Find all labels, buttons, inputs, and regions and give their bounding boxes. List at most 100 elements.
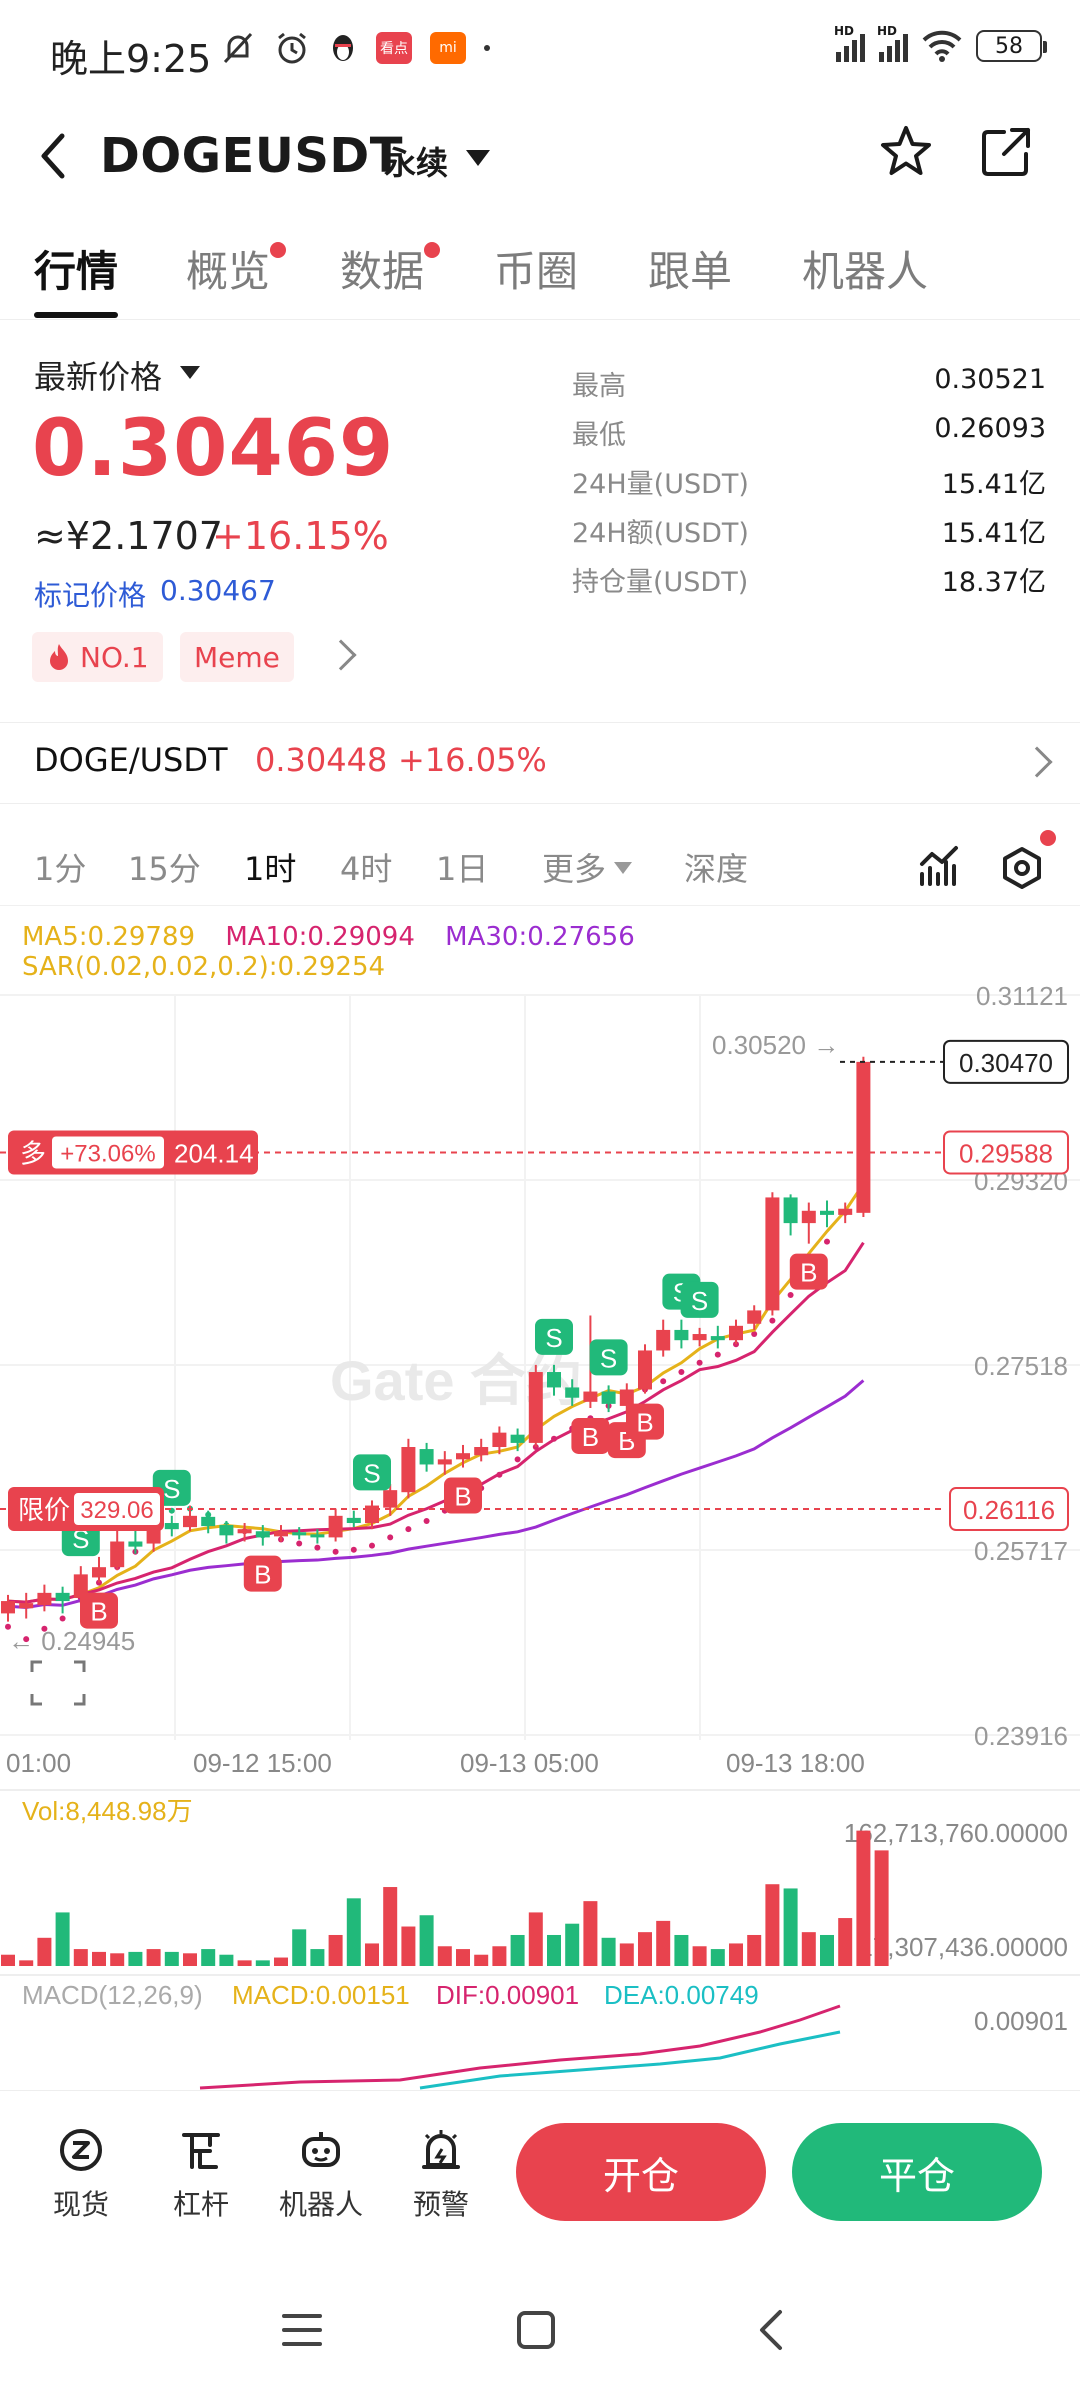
settings-hexagon-icon[interactable] bbox=[1000, 846, 1044, 890]
candle-body bbox=[164, 1523, 179, 1530]
volume-bar bbox=[456, 1949, 470, 1966]
tab-data-label: 数据 bbox=[340, 247, 425, 296]
last-price-label[interactable]: 最新价格 bbox=[34, 358, 163, 396]
depth-tab[interactable]: 深度 bbox=[684, 850, 749, 888]
volume-bar bbox=[128, 1951, 143, 1966]
position-value: 204.14 bbox=[174, 1138, 254, 1168]
tab-market[interactable]: 行情 bbox=[34, 247, 119, 296]
bot-shortcut[interactable]: 机器人 bbox=[266, 2127, 376, 2223]
indicator-icon[interactable] bbox=[918, 844, 962, 888]
close-position-button[interactable]: 平仓 bbox=[792, 2123, 1042, 2221]
sar-dots bbox=[5, 1184, 867, 1643]
candle-body bbox=[92, 1567, 106, 1578]
volume-bar bbox=[110, 1953, 125, 1966]
ma5-value: MA5:0.29789 bbox=[22, 922, 196, 952]
x-axis-label: 09-12 15:00 bbox=[193, 1748, 332, 1778]
margin-shortcut[interactable]: 杠杆 bbox=[146, 2127, 256, 2223]
share-icon[interactable] bbox=[976, 122, 1036, 182]
page-title[interactable]: DOGEUSDT bbox=[100, 128, 403, 184]
interval-more[interactable]: 更多 bbox=[542, 850, 607, 888]
candle-body bbox=[110, 1541, 125, 1568]
watermark: Gate 合约 bbox=[330, 1349, 582, 1412]
mi-app-icon: mi bbox=[430, 32, 466, 64]
volume-bar bbox=[328, 1934, 343, 1966]
candlestick-chart[interactable]: Gate 合约 0.311210.293200.275180.257170.23… bbox=[0, 900, 1080, 2090]
candle-body bbox=[346, 1517, 361, 1524]
candle-body bbox=[710, 1336, 725, 1341]
buy-marker-label: B bbox=[582, 1422, 599, 1452]
candle-body bbox=[274, 1531, 288, 1537]
contract-type-label[interactable]: 永续 bbox=[384, 144, 449, 182]
interval-1m[interactable]: 1分 bbox=[34, 850, 87, 888]
limit-order-label: 限价 bbox=[18, 1495, 70, 1525]
spot-pair-row[interactable]: DOGE/USDT 0.30448 +16.05% bbox=[0, 722, 1080, 804]
open-position-button[interactable]: 开仓 bbox=[516, 2123, 766, 2221]
stats-panel: 最高 0.30521 最低 0.26093 24H量(USDT) 15.41亿 24H… bbox=[572, 364, 1046, 609]
category-tag[interactable]: Meme bbox=[180, 632, 294, 682]
x-axis-label: 09-13 05:00 bbox=[460, 1748, 599, 1778]
caret-down-icon[interactable] bbox=[614, 862, 632, 874]
stat-label: 24H额(USDT) bbox=[572, 518, 749, 549]
volume-value: Vol:8,448.98万 bbox=[22, 1796, 193, 1826]
dea-line bbox=[419, 2030, 841, 2090]
fullscreen-expand-icon bbox=[30, 1660, 86, 1706]
tab-bar: 行情 概览 数据 币圈 跟单 机器人 bbox=[0, 230, 1080, 320]
notification-dot bbox=[1040, 830, 1056, 846]
candle-body bbox=[692, 1334, 707, 1341]
sar-dot bbox=[369, 1542, 375, 1549]
tab-data[interactable]: 数据 bbox=[340, 238, 441, 299]
margin-shortcut-label: 杠杆 bbox=[172, 2188, 229, 2221]
mark-price-label: 标记价格 bbox=[34, 579, 147, 612]
volume-bar bbox=[146, 1949, 161, 1966]
interval-1d[interactable]: 1日 bbox=[436, 850, 489, 888]
candle-body bbox=[638, 1350, 652, 1390]
candle-body bbox=[437, 1459, 452, 1465]
chevron-down-icon[interactable] bbox=[466, 150, 490, 166]
battery-icon: 58 bbox=[976, 30, 1047, 62]
position-pnl: +73.06% bbox=[60, 1140, 155, 1167]
candle-body bbox=[838, 1208, 853, 1215]
macd-axis-label: 0.00901 bbox=[974, 2006, 1068, 2036]
dea-value: DEA:0.00749 bbox=[604, 1980, 759, 2010]
interval-4h[interactable]: 4时 bbox=[340, 850, 393, 888]
mark-price-value: 0.30467 bbox=[160, 574, 276, 607]
volume-bar bbox=[547, 1934, 561, 1966]
candle-body bbox=[547, 1372, 561, 1388]
limit-order-chip bbox=[74, 1493, 160, 1526]
caret-down-icon[interactable] bbox=[180, 366, 200, 379]
spot-shortcut[interactable]: 现货 bbox=[26, 2127, 136, 2223]
interval-15m[interactable]: 15分 bbox=[128, 850, 201, 888]
candle-body bbox=[201, 1516, 216, 1527]
dif-line bbox=[199, 2004, 841, 2090]
rank-tag[interactable]: NO.1 bbox=[32, 632, 163, 682]
candle-body bbox=[820, 1210, 834, 1215]
volume-bar bbox=[656, 1920, 671, 1966]
volume-axis-max: 162,713,760.00000 bbox=[844, 1818, 1068, 1848]
sar-dot bbox=[405, 1526, 412, 1533]
sar-dot bbox=[41, 1625, 48, 1632]
volume-bar bbox=[219, 1954, 234, 1966]
interval-1h[interactable]: 1时 bbox=[244, 850, 297, 888]
signal-icon-2: HD bbox=[877, 24, 908, 62]
sar-value: SAR(0.02,0.02,0.2):0.29254 bbox=[22, 952, 386, 982]
back-icon[interactable] bbox=[28, 126, 78, 186]
stat-value: 0.26093 bbox=[934, 413, 1046, 444]
home-icon[interactable] bbox=[514, 2308, 558, 2352]
chevron-right-icon[interactable] bbox=[325, 639, 357, 671]
star-icon[interactable] bbox=[876, 122, 936, 182]
alert-shortcut[interactable]: 预警 bbox=[386, 2127, 496, 2223]
candle-body bbox=[856, 1061, 871, 1213]
candle-body bbox=[674, 1329, 689, 1341]
nav-back-icon[interactable] bbox=[752, 2308, 792, 2352]
menu-icon[interactable] bbox=[280, 2310, 324, 2350]
tab-bots[interactable]: 机器人 bbox=[802, 247, 929, 296]
volume-bars: Vol:8,448.98万 162,713,760.00000 17,307,436… bbox=[1, 1796, 1068, 1966]
tab-copy-trading[interactable]: 跟单 bbox=[648, 247, 733, 296]
volume-bar bbox=[164, 1951, 179, 1966]
tab-overview[interactable]: 概览 bbox=[186, 238, 287, 299]
candle-body bbox=[128, 1541, 143, 1547]
macd-title: MACD(12,26,9) bbox=[22, 1980, 203, 2010]
candle-body bbox=[183, 1515, 197, 1528]
tab-community[interactable]: 币圈 bbox=[494, 247, 579, 296]
last-price-tag bbox=[943, 1039, 1069, 1084]
